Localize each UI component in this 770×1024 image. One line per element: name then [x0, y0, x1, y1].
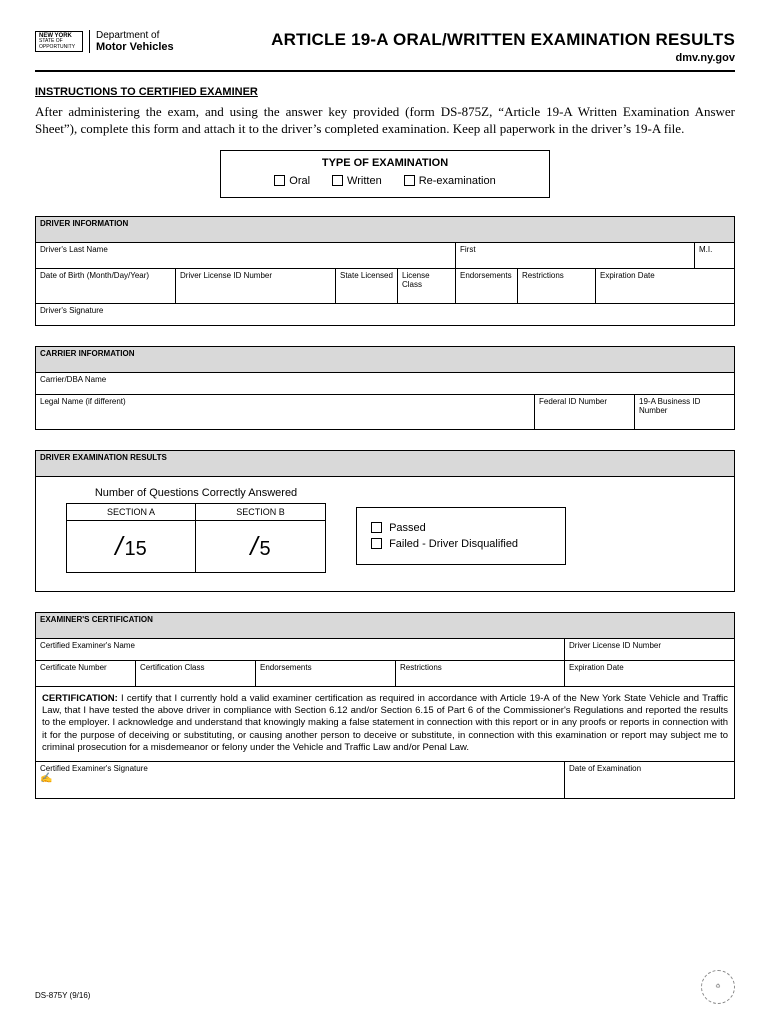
field-endorsements[interactable]: Endorsements	[456, 268, 518, 303]
checkbox-icon[interactable]	[371, 538, 382, 549]
dept-line2: Motor Vehicles	[96, 41, 174, 53]
option-written[interactable]: Written	[332, 175, 382, 187]
field-driver-signature[interactable]: Driver's Signature	[36, 303, 735, 325]
driver-info-header: DRIVER INFORMATION	[36, 216, 735, 242]
section-a-score[interactable]: /15	[67, 521, 195, 572]
instructions-body: After administering the exam, and using …	[35, 104, 735, 138]
checkbox-icon[interactable]	[371, 522, 382, 533]
page-url: dmv.ny.gov	[271, 52, 735, 64]
section-b-cell: SECTION B /5	[196, 503, 326, 573]
examiner-header: EXAMINER'S CERTIFICATION	[36, 612, 735, 638]
results-header: DRIVER EXAMINATION RESULTS	[36, 450, 735, 476]
option-reexam[interactable]: Re-examination	[404, 175, 496, 187]
field-examiner-signature[interactable]: Certified Examiner's Signature ✍	[36, 761, 565, 798]
driver-info-section: DRIVER INFORMATION Driver's Last Name Fi…	[35, 216, 735, 326]
certification-text: CERTIFICATION: I certify that I currentl…	[36, 687, 734, 761]
questions-title: Number of Questions Correctly Answered	[66, 487, 326, 499]
field-last-name[interactable]: Driver's Last Name	[36, 242, 456, 268]
dept-line1: Department of	[96, 30, 174, 41]
results-outcome: Passed Failed - Driver Disqualified	[356, 507, 566, 565]
field-examiner-name[interactable]: Certified Examiner's Name	[36, 638, 565, 660]
field-expiration[interactable]: Expiration Date	[596, 268, 735, 303]
cert-body: I certify that I currently hold a valid …	[42, 693, 728, 753]
badge-line3: OPPORTUNITY	[39, 45, 79, 51]
section-a-head: SECTION A	[67, 504, 195, 521]
cert-lead: CERTIFICATION:	[42, 693, 118, 704]
field-cert-class[interactable]: Certification Class	[136, 660, 256, 686]
exam-type-title: TYPE OF EXAMINATION	[231, 157, 539, 169]
results-section: DRIVER EXAMINATION RESULTS Number of Que…	[35, 450, 735, 592]
field-cert-number[interactable]: Certificate Number	[36, 660, 136, 686]
state-badge: NEW YORK STATE OF OPPORTUNITY	[35, 31, 83, 53]
field-examiner-restrictions[interactable]: Restrictions	[396, 660, 565, 686]
checkbox-icon[interactable]	[332, 175, 343, 186]
field-federal-id[interactable]: Federal ID Number	[535, 394, 635, 429]
field-legal-name[interactable]: Legal Name (if different)	[36, 394, 535, 429]
form-number: DS-875Y (9/16)	[35, 991, 90, 1000]
carrier-info-header: CARRIER INFORMATION	[36, 346, 735, 372]
option-oral[interactable]: Oral	[274, 175, 310, 187]
field-dob[interactable]: Date of Birth (Month/Day/Year)	[36, 268, 176, 303]
carrier-info-section: CARRIER INFORMATION Carrier/DBA Name Leg…	[35, 346, 735, 430]
results-inner: Number of Questions Correctly Answered S…	[36, 477, 734, 591]
field-mi[interactable]: M.I.	[695, 242, 735, 268]
field-dba[interactable]: Carrier/DBA Name	[36, 372, 735, 394]
field-state-licensed[interactable]: State Licensed	[336, 268, 398, 303]
logo-block: NEW YORK STATE OF OPPORTUNITY Department…	[35, 30, 174, 53]
examiner-section: EXAMINER'S CERTIFICATION Certified Exami…	[35, 612, 735, 799]
field-restrictions[interactable]: Restrictions	[518, 268, 596, 303]
field-license-class[interactable]: License Class	[398, 268, 456, 303]
section-a-cell: SECTION A /15	[66, 503, 196, 573]
option-failed[interactable]: Failed - Driver Disqualified	[371, 538, 551, 550]
page-header: NEW YORK STATE OF OPPORTUNITY Department…	[35, 30, 735, 72]
section-b-head: SECTION B	[196, 504, 325, 521]
section-b-score[interactable]: /5	[196, 521, 325, 572]
checkbox-icon[interactable]	[274, 175, 285, 186]
field-examiner-endorsements[interactable]: Endorsements	[256, 660, 396, 686]
signature-icon: ✍	[40, 773, 52, 784]
department-block: Department of Motor Vehicles	[89, 30, 174, 53]
field-exam-date[interactable]: Date of Examination	[565, 761, 735, 798]
exam-type-options: Oral Written Re-examination	[231, 175, 539, 187]
field-examiner-license-id[interactable]: Driver License ID Number	[565, 638, 735, 660]
field-business-id[interactable]: 19-A Business ID Number	[635, 394, 735, 429]
checkbox-icon[interactable]	[404, 175, 415, 186]
title-block: ARTICLE 19-A ORAL/WRITTEN EXAMINATION RE…	[271, 30, 735, 64]
page-title: ARTICLE 19-A ORAL/WRITTEN EXAMINATION RE…	[271, 30, 735, 50]
field-license-id[interactable]: Driver License ID Number	[176, 268, 336, 303]
field-examiner-expiration[interactable]: Expiration Date	[565, 660, 735, 686]
option-passed[interactable]: Passed	[371, 522, 551, 534]
instructions-heading: INSTRUCTIONS TO CERTIFIED EXAMINER	[35, 86, 735, 98]
recycle-icon: ♻	[701, 970, 735, 1004]
exam-type-box: TYPE OF EXAMINATION Oral Written Re-exam…	[220, 150, 550, 198]
field-first[interactable]: First	[456, 242, 695, 268]
results-scores: Number of Questions Correctly Answered S…	[66, 487, 326, 573]
